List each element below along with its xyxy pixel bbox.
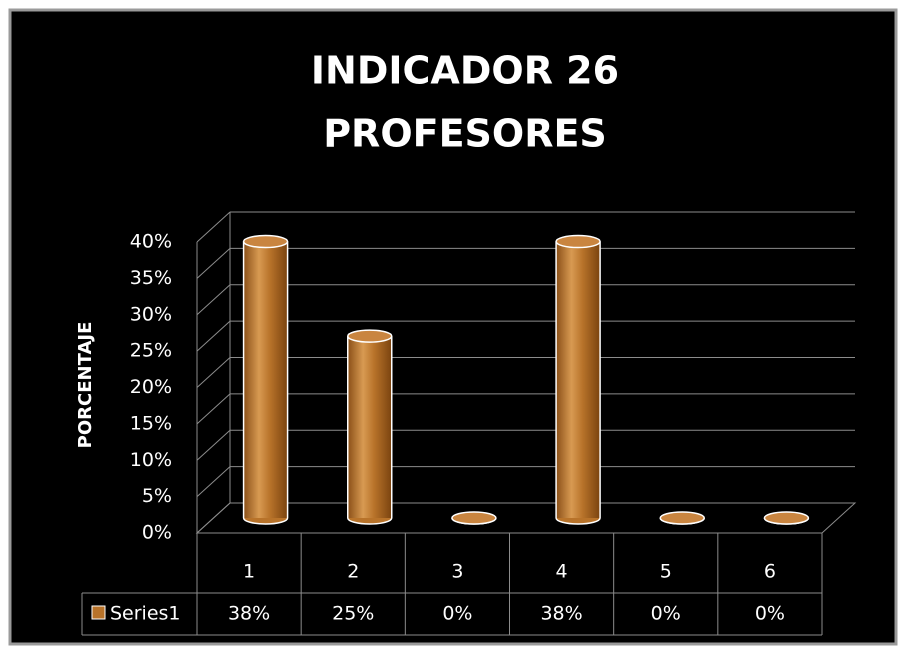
y-tick-label: 10% — [130, 449, 172, 471]
y-tick-label: 15% — [130, 412, 172, 434]
legend-label: Series1 — [110, 603, 181, 625]
legend-swatch — [91, 605, 106, 620]
x-tick-label: 4 — [556, 561, 568, 583]
x-tick-label: 6 — [764, 561, 776, 583]
bar-top — [555, 234, 601, 249]
bar-top — [763, 511, 810, 525]
grid-line — [196, 429, 231, 461]
y-tick-label: 30% — [130, 303, 172, 325]
y-tick-label: 5% — [142, 485, 172, 507]
y-tick-label: 25% — [130, 340, 172, 362]
chart-title: INDICADOR 26 — [311, 49, 619, 93]
grid-line — [196, 211, 231, 243]
bar-outline — [347, 336, 393, 525]
data-table-value: 38% — [540, 603, 582, 625]
data-table-value: 25% — [332, 603, 374, 625]
bar-top — [659, 511, 705, 525]
grid-line — [196, 320, 231, 352]
y-tick-label: 0% — [142, 522, 172, 544]
data-table-value: 0% — [442, 603, 472, 625]
y-tick-label: 20% — [130, 376, 172, 398]
x-tick-label: 1 — [243, 561, 255, 583]
x-tick-label: 2 — [347, 561, 359, 583]
bar-outline — [242, 241, 289, 525]
grid-line — [196, 466, 231, 497]
grid-line — [196, 393, 231, 425]
bar — [556, 241, 601, 519]
y-axis-label: PORCENTAJE — [75, 322, 96, 449]
bar — [347, 336, 392, 518]
grid-line — [196, 248, 231, 279]
bar-top — [347, 329, 393, 343]
grid-line — [196, 502, 231, 534]
chart-frame — [8, 8, 898, 646]
grid-line — [196, 284, 231, 316]
data-table-value: 0% — [651, 603, 681, 625]
bar-top — [451, 511, 497, 525]
y-tick-label: 35% — [130, 267, 172, 289]
data-table-value: 38% — [228, 603, 270, 625]
chart-subtitle: PROFESORES — [323, 112, 607, 156]
x-tick-label: 3 — [451, 561, 463, 583]
bar-outline — [555, 241, 601, 525]
bar-top — [242, 234, 289, 249]
x-tick-label: 5 — [660, 561, 672, 583]
grid-line — [196, 357, 231, 388]
data-table-value: 0% — [755, 603, 785, 625]
y-tick-label: 40% — [130, 231, 172, 253]
bar — [243, 241, 288, 519]
